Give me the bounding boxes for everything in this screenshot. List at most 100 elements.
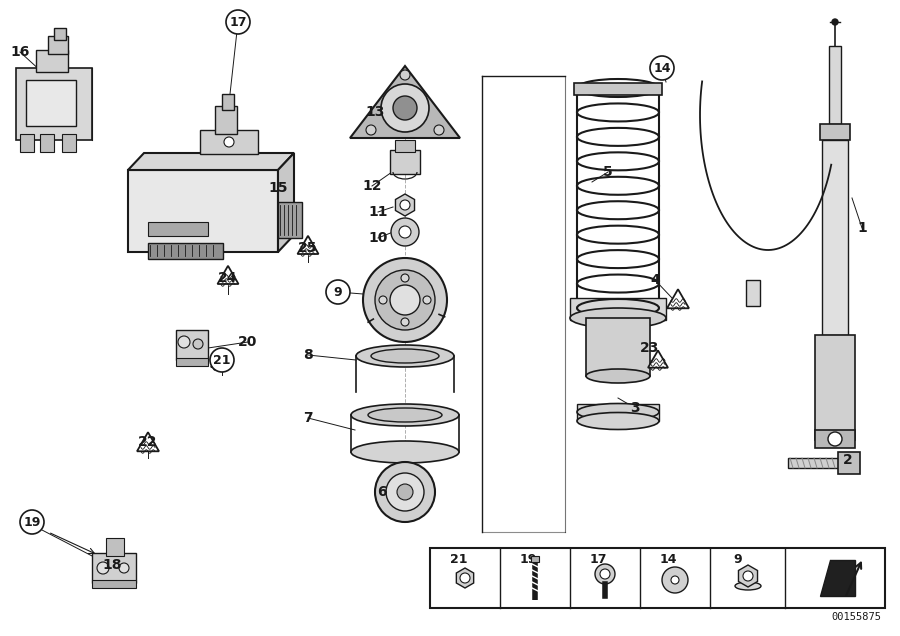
- Polygon shape: [218, 266, 238, 284]
- Circle shape: [595, 564, 615, 584]
- Text: 23: 23: [640, 341, 660, 355]
- Bar: [20, 134, 34, 152]
- Bar: [92, 580, 136, 588]
- Bar: [106, 538, 124, 556]
- Circle shape: [650, 56, 674, 80]
- Circle shape: [366, 125, 376, 135]
- Text: 13: 13: [365, 105, 384, 119]
- Circle shape: [224, 137, 234, 147]
- Bar: [574, 83, 662, 95]
- Circle shape: [20, 510, 44, 534]
- Bar: [36, 50, 68, 72]
- Text: 17: 17: [590, 553, 608, 566]
- Circle shape: [401, 318, 409, 326]
- Text: 10: 10: [368, 231, 388, 245]
- Text: 9: 9: [733, 553, 742, 566]
- Bar: [48, 36, 68, 54]
- Bar: [176, 358, 208, 366]
- Ellipse shape: [351, 441, 459, 463]
- Text: 6: 6: [377, 485, 387, 499]
- Bar: [62, 134, 76, 152]
- Text: 14: 14: [653, 62, 670, 74]
- Circle shape: [434, 125, 444, 135]
- Text: 9: 9: [334, 286, 342, 298]
- Ellipse shape: [351, 404, 459, 426]
- Text: 2: 2: [843, 453, 853, 467]
- Circle shape: [460, 573, 470, 583]
- Circle shape: [397, 484, 413, 500]
- Text: 19: 19: [520, 553, 537, 566]
- Bar: [577, 404, 659, 421]
- Bar: [148, 243, 223, 259]
- Bar: [430, 548, 885, 608]
- Circle shape: [381, 84, 429, 132]
- Circle shape: [193, 339, 203, 349]
- Text: 19: 19: [23, 516, 40, 529]
- Bar: [222, 94, 234, 110]
- Polygon shape: [739, 565, 758, 587]
- Circle shape: [375, 462, 435, 522]
- Circle shape: [390, 285, 420, 315]
- Bar: [54, 28, 66, 40]
- Bar: [176, 330, 208, 360]
- Polygon shape: [667, 289, 689, 308]
- Circle shape: [600, 569, 610, 579]
- Bar: [788, 458, 845, 468]
- Circle shape: [671, 576, 679, 584]
- Text: 00155875: 00155875: [831, 612, 881, 622]
- Bar: [822, 140, 848, 335]
- Polygon shape: [395, 194, 415, 216]
- Circle shape: [399, 226, 411, 238]
- Bar: [586, 318, 650, 376]
- Circle shape: [97, 562, 109, 574]
- Text: 15: 15: [268, 181, 288, 195]
- Ellipse shape: [570, 308, 666, 328]
- Polygon shape: [648, 350, 668, 368]
- Circle shape: [400, 70, 410, 80]
- Text: 17: 17: [230, 15, 247, 29]
- Bar: [390, 150, 420, 174]
- Bar: [829, 46, 841, 124]
- Bar: [395, 140, 415, 152]
- Ellipse shape: [368, 408, 442, 422]
- Circle shape: [828, 432, 842, 446]
- Ellipse shape: [577, 403, 659, 420]
- Ellipse shape: [577, 413, 659, 429]
- Text: 21: 21: [213, 354, 230, 366]
- Text: 4: 4: [650, 273, 660, 287]
- Bar: [278, 202, 302, 238]
- Text: 8: 8: [303, 348, 313, 362]
- Bar: [746, 280, 760, 306]
- Circle shape: [363, 258, 447, 342]
- Text: 12: 12: [362, 179, 382, 193]
- Bar: [148, 222, 208, 236]
- Circle shape: [743, 571, 753, 581]
- Bar: [40, 134, 54, 152]
- Bar: [820, 124, 850, 140]
- Circle shape: [119, 563, 129, 573]
- Circle shape: [401, 274, 409, 282]
- Bar: [570, 298, 666, 320]
- Circle shape: [423, 296, 431, 304]
- Polygon shape: [350, 66, 460, 138]
- Bar: [815, 335, 855, 440]
- Text: 3: 3: [630, 401, 640, 415]
- Bar: [16, 68, 92, 140]
- Polygon shape: [128, 153, 294, 170]
- Text: 11: 11: [368, 205, 388, 219]
- Ellipse shape: [586, 369, 650, 383]
- Text: 5: 5: [603, 165, 613, 179]
- Circle shape: [379, 296, 387, 304]
- Bar: [815, 430, 855, 448]
- Polygon shape: [298, 236, 319, 254]
- Polygon shape: [456, 568, 473, 588]
- Bar: [215, 106, 237, 134]
- Polygon shape: [278, 153, 294, 252]
- Polygon shape: [137, 432, 159, 452]
- Text: 25: 25: [298, 241, 318, 255]
- Polygon shape: [820, 560, 855, 596]
- Polygon shape: [128, 170, 278, 252]
- Text: 22: 22: [139, 435, 158, 449]
- Polygon shape: [211, 352, 229, 367]
- Ellipse shape: [735, 582, 761, 590]
